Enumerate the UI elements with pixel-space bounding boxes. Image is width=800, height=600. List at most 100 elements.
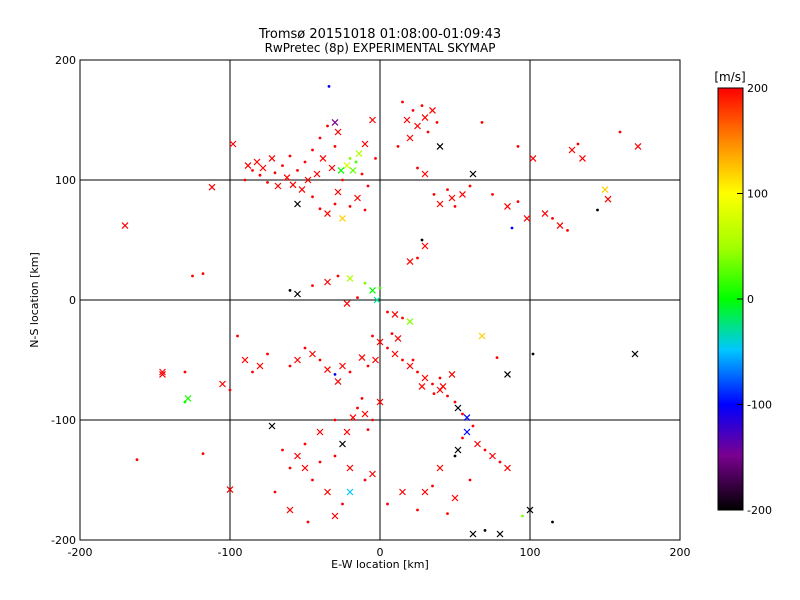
colorbar-label: [m/s] xyxy=(714,70,745,84)
data-point-dot xyxy=(480,121,484,124)
data-point-cross xyxy=(337,166,345,174)
data-point-cross xyxy=(579,154,586,162)
data-point-dot xyxy=(336,274,340,278)
data-point-dot xyxy=(288,289,292,292)
data-point-cross xyxy=(346,274,354,282)
data-point-cross xyxy=(313,170,321,178)
data-point-cross xyxy=(294,452,301,460)
data-point-dot xyxy=(318,460,322,464)
data-point-dot xyxy=(386,310,389,314)
data-point-cross xyxy=(454,404,462,412)
data-point-cross xyxy=(469,530,477,538)
grid-lines xyxy=(80,60,680,540)
data-point-cross xyxy=(294,290,301,298)
data-point-dot xyxy=(311,148,314,152)
data-point-dot xyxy=(551,217,554,220)
data-point-dot xyxy=(453,205,457,208)
data-point-cross xyxy=(355,150,363,158)
data-point-dot xyxy=(273,490,277,494)
data-point-dot xyxy=(333,202,337,206)
data-point-cross xyxy=(301,464,309,472)
colorbar-tick-label: 0 xyxy=(747,293,754,306)
data-point-dot xyxy=(516,200,520,204)
data-point-dot xyxy=(303,442,307,446)
data-point-dot xyxy=(401,316,404,320)
data-point-cross xyxy=(358,354,366,362)
data-point-dot xyxy=(431,382,434,386)
data-point-cross xyxy=(339,214,346,222)
data-point-cross xyxy=(346,488,354,496)
data-point-dot xyxy=(311,195,314,199)
data-point-cross xyxy=(463,428,471,436)
y-axis-label: N-S location [km] xyxy=(28,252,41,348)
data-point-dot xyxy=(360,172,364,176)
data-point-cross xyxy=(448,370,456,378)
data-point-dot xyxy=(371,334,374,338)
data-point-cross xyxy=(339,440,346,448)
data-point-dot xyxy=(516,145,520,148)
data-point-cross xyxy=(523,214,531,222)
data-point-dot xyxy=(618,130,622,134)
data-point-cross xyxy=(334,378,342,386)
data-point-cross xyxy=(309,350,316,358)
data-point-dot xyxy=(531,352,535,356)
data-point-dot xyxy=(306,520,310,524)
data-point-dot xyxy=(288,364,292,368)
data-point-cross xyxy=(361,140,369,148)
data-point-cross xyxy=(496,530,504,538)
data-point-cross xyxy=(289,181,297,189)
y-axis-ticks: -200 -100 0 100 200 xyxy=(51,54,86,547)
data-point-dot xyxy=(360,397,364,400)
data-point-dot xyxy=(333,373,337,376)
data-point-cross xyxy=(226,486,234,494)
x-axis-label: E-W location [km] xyxy=(331,558,429,571)
data-point-dot xyxy=(366,428,370,431)
data-point-dot xyxy=(281,448,284,452)
data-point-dot xyxy=(461,436,464,440)
data-point-dot xyxy=(201,452,205,455)
data-point-cross xyxy=(229,140,237,148)
data-point-cross xyxy=(331,512,339,520)
data-point-cross xyxy=(316,428,324,436)
data-point-dot xyxy=(396,145,400,148)
data-point-dot xyxy=(288,154,292,158)
data-point-cross xyxy=(334,128,342,136)
data-point-cross xyxy=(376,398,384,406)
data-point-dot xyxy=(596,208,599,212)
data-point-dot xyxy=(432,392,436,395)
data-point-cross xyxy=(294,356,301,364)
data-point-dot xyxy=(183,370,187,374)
data-point-cross xyxy=(526,506,534,514)
data-point-cross xyxy=(601,186,609,194)
data-point-cross xyxy=(436,464,444,472)
data-point-dot xyxy=(471,424,475,428)
data-point-dot xyxy=(236,334,239,338)
data-point-cross xyxy=(504,464,511,472)
data-point-dot xyxy=(420,238,424,242)
data-point-cross xyxy=(376,338,384,346)
data-point-cross xyxy=(324,210,331,218)
x-tick-label: 100 xyxy=(520,546,541,559)
data-point-cross xyxy=(219,380,226,388)
data-point-cross xyxy=(421,242,429,250)
x-axis-ticks: -200 -100 0 100 200 xyxy=(68,534,691,559)
data-point-cross xyxy=(556,222,564,230)
data-point-dot xyxy=(366,184,370,188)
data-point-dot xyxy=(348,370,352,374)
data-point-dot xyxy=(491,193,494,196)
data-point-cross xyxy=(343,162,351,170)
data-point-dot xyxy=(566,229,569,232)
data-point-dot xyxy=(416,370,419,374)
data-point-cross xyxy=(541,210,549,218)
data-point-cross xyxy=(469,170,477,178)
data-point-dot xyxy=(296,169,299,172)
data-point-dot xyxy=(446,512,449,515)
data-point-dot xyxy=(426,130,430,134)
data-point-cross xyxy=(436,200,444,208)
data-point-dot xyxy=(483,448,487,452)
data-point-dot xyxy=(266,352,269,356)
data-point-dot xyxy=(551,520,554,524)
y-tick-label: -100 xyxy=(51,414,76,427)
data-point-cross xyxy=(504,202,511,210)
data-point-dot xyxy=(378,286,382,290)
